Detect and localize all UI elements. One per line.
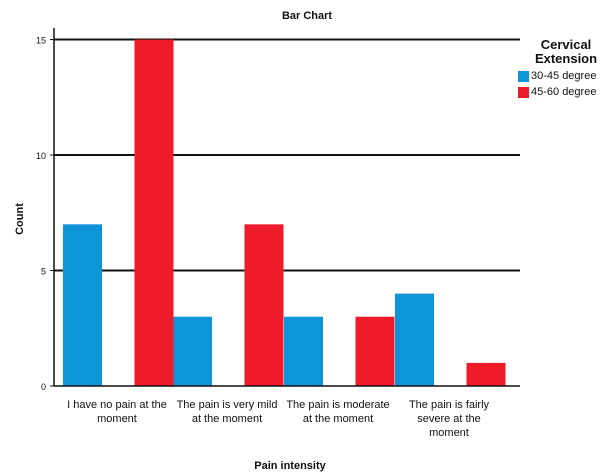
- bars: [63, 39, 506, 386]
- legend-label: 45-60 degree: [531, 86, 597, 98]
- gridlines: [54, 38, 520, 272]
- chart-title: Bar Chart: [281, 10, 333, 22]
- bar-series-2: [134, 39, 174, 386]
- bar-series-1: [63, 224, 102, 386]
- x-axis-label: Pain intensity: [254, 460, 326, 472]
- y-tick-label: 5: [41, 267, 46, 277]
- legend-swatch: [518, 70, 529, 82]
- legend-title: Cervical Extension: [534, 37, 598, 66]
- bar-series-1: [395, 293, 434, 386]
- y-axis-label: Count: [14, 203, 26, 235]
- x-tick-label: I have no pain at the moment: [67, 399, 167, 425]
- y-tick-label: 15: [36, 36, 46, 46]
- bar-series-2: [466, 362, 506, 386]
- legend: Cervical Extension 30-45 degree 45-60 de…: [518, 38, 614, 98]
- bar-series-1: [284, 316, 323, 386]
- bar-series-1: [173, 316, 212, 386]
- legend-label: 30-45 degree: [531, 70, 597, 82]
- bar-series-2: [355, 316, 395, 386]
- x-tick-label: The pain is moderate at the moment: [286, 399, 390, 425]
- x-tick-label: The pain is fairly severe at the moment: [408, 399, 490, 439]
- legend-item-series-1: 30-45 degree: [518, 70, 614, 82]
- y-tick-label: 0: [41, 382, 46, 392]
- bar-series-2: [244, 224, 284, 386]
- legend-item-series-2: 45-60 degree: [518, 86, 614, 98]
- legend-swatch: [518, 86, 529, 98]
- y-tick-label: 10: [36, 151, 46, 161]
- axes: 0 5 10 15: [36, 28, 520, 392]
- x-tick-label: The pain is very mild at the moment: [176, 399, 278, 425]
